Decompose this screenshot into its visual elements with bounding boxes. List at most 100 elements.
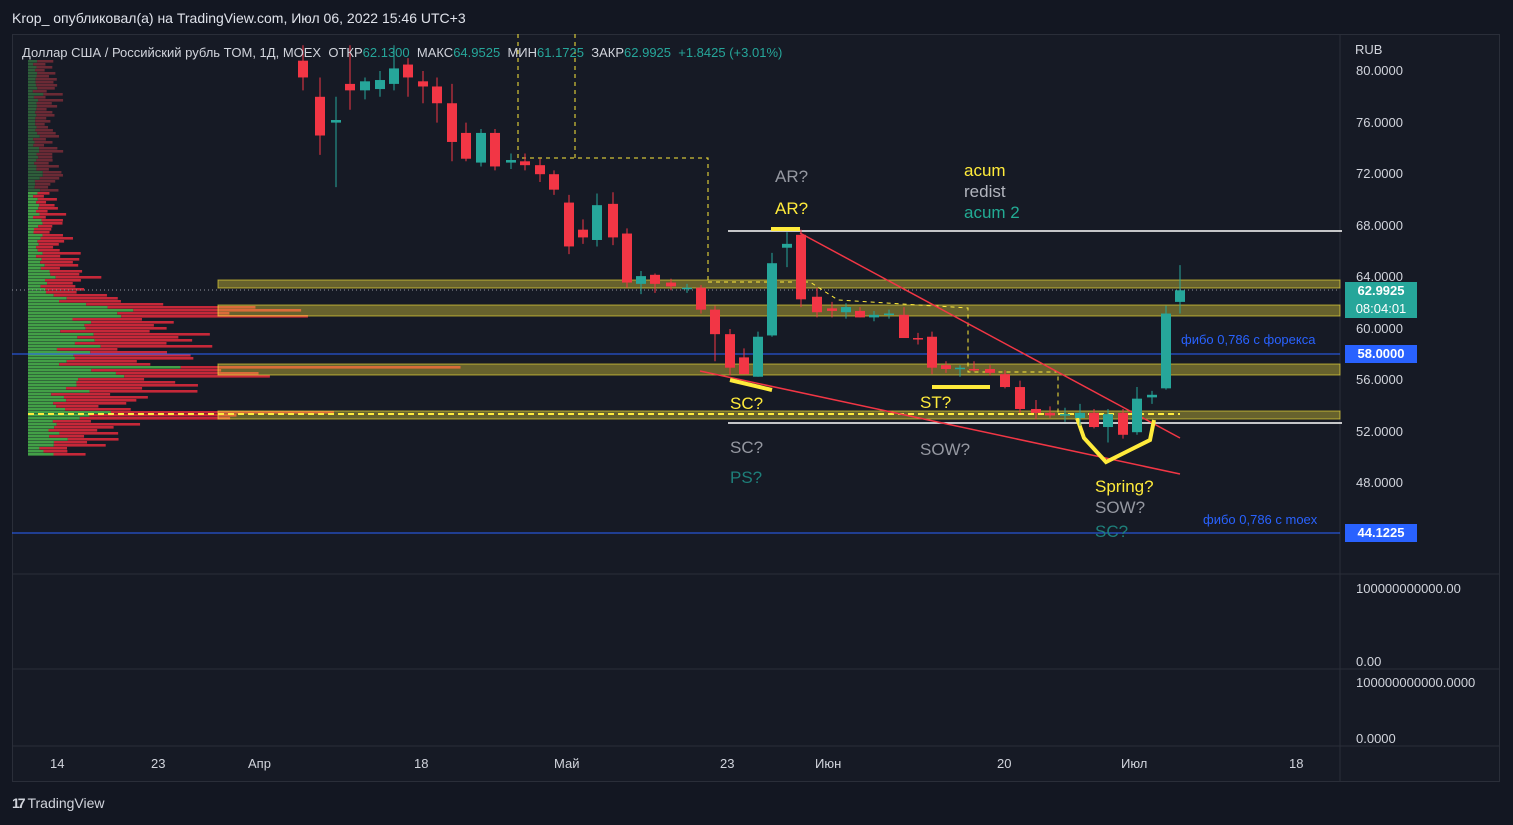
- candle-body: [549, 174, 559, 190]
- vp-buy-bar: [28, 222, 43, 225]
- candle-body: [841, 307, 851, 313]
- candle-body: [331, 120, 341, 123]
- vp-buy-bar: [28, 294, 54, 297]
- candle-body: [315, 96, 325, 136]
- vp-buy-bar: [28, 372, 116, 375]
- vp-sell-bar: [59, 363, 151, 366]
- vp-buy-bar: [28, 105, 37, 108]
- vp-sell-bar: [34, 180, 56, 183]
- vp-buy-bar: [28, 81, 36, 84]
- candle-body: [753, 336, 763, 377]
- xtick-18: 18: [414, 756, 429, 771]
- vp-sell-bar: [35, 183, 51, 186]
- vp-sell-bar: [39, 204, 55, 207]
- vp-buy-bar: [28, 366, 181, 369]
- vp-buy-bar: [28, 432, 60, 435]
- vp-buy-bar: [28, 189, 41, 192]
- vp-sell-bar: [124, 375, 270, 378]
- vp-sell-bar: [180, 366, 461, 369]
- vp-buy-bar: [28, 381, 77, 384]
- candle-body: [535, 165, 545, 175]
- vp-sell-bar: [35, 81, 54, 84]
- xtick-jul: Июл: [1121, 756, 1148, 771]
- candle-body: [476, 132, 486, 163]
- vp-sell-bar: [76, 381, 176, 384]
- ann-fibo-forex: фибо 0,786 с форекса: [1181, 332, 1316, 347]
- vp-sell-bar: [45, 279, 81, 282]
- sc-marker: [729, 378, 773, 392]
- vp-sell-bar: [36, 165, 59, 168]
- vp-sell-bar: [34, 186, 49, 189]
- vp-buy-bar: [28, 273, 51, 276]
- vp-buy-bar: [28, 150, 40, 153]
- vp-buy-bar: [28, 429, 49, 432]
- vp-sell-bar: [66, 387, 143, 390]
- vp-sell-bar: [36, 114, 55, 117]
- vp-sell-bar: [42, 171, 62, 174]
- tick-80: 80.0000: [1356, 63, 1403, 78]
- vp-sell-bar: [35, 111, 53, 114]
- vp-buy-bar: [28, 69, 36, 72]
- ann-sc-teal: SC?: [1095, 522, 1129, 541]
- candles: [298, 45, 1185, 443]
- vp-sell-bar: [43, 93, 63, 96]
- vp-buy-bar: [28, 270, 50, 273]
- candle-body: [578, 229, 588, 238]
- vp-buy-bar: [28, 171, 43, 174]
- vp-sell-bar: [50, 273, 80, 276]
- vp-buy-bar: [28, 387, 67, 390]
- candle-body: [827, 308, 837, 311]
- vp-buy-bar: [28, 207, 39, 210]
- fibo-forex-tag: 58.0000: [1345, 345, 1417, 363]
- vp-sell-bar: [33, 228, 52, 231]
- vp-buy-bar: [28, 264, 45, 267]
- vp-buy-bar: [28, 168, 37, 171]
- vp-buy-bar: [28, 393, 52, 396]
- vp-buy-bar: [28, 255, 37, 258]
- vp-buy-bar: [28, 186, 35, 189]
- vp-buy-bar: [28, 102, 37, 105]
- vp-buy-bar: [28, 345, 101, 348]
- vp-buy-bar: [28, 342, 75, 345]
- vp-sell-bar: [39, 147, 58, 150]
- chart-panel[interactable]: [12, 34, 1500, 782]
- vp-sell-bar: [89, 390, 198, 393]
- vp-sell-bar: [72, 318, 142, 321]
- vp-buy-bar: [28, 300, 60, 303]
- vp-buy-bar: [28, 285, 41, 288]
- candle-body: [666, 282, 676, 287]
- vp-sell-bar: [40, 261, 73, 264]
- vp-buy-bar: [28, 60, 38, 63]
- vp-sell-bar: [107, 306, 256, 309]
- candle-body: [696, 287, 706, 310]
- vp-sell-bar: [36, 75, 49, 78]
- tradingview-logo[interactable]: 17 TradingView: [12, 795, 105, 811]
- vp-sell-bar: [90, 351, 168, 354]
- vp-sell-bar: [37, 72, 56, 75]
- vp-sell-bar: [37, 132, 56, 135]
- vp-sell-bar: [42, 252, 81, 255]
- vp-buy-bar: [28, 165, 37, 168]
- xtick-18b: 18: [1289, 756, 1304, 771]
- vp-buy-bar: [28, 363, 60, 366]
- vp-buy-bar: [28, 315, 122, 318]
- vp-buy-bar: [28, 93, 44, 96]
- vp-sell-bar: [35, 69, 45, 72]
- vp-buy-bar: [28, 309, 134, 312]
- vp-buy-bar: [28, 216, 33, 219]
- vp-sell-bar: [35, 210, 48, 213]
- ann-st: ST?: [920, 393, 952, 412]
- vp-buy-bar: [28, 129, 36, 132]
- vp-sell-bar: [32, 90, 47, 93]
- vp-buy-bar: [28, 333, 94, 336]
- vp-buy-bar: [28, 201, 37, 204]
- vp-sell-bar: [110, 411, 334, 414]
- vp-buy-bar: [28, 225, 39, 228]
- vp-buy-bar: [28, 132, 38, 135]
- vp-buy-bar: [28, 66, 37, 69]
- vp-buy-bar: [28, 447, 40, 450]
- yellow-dashed-1: [517, 34, 709, 282]
- candle-body: [1118, 412, 1128, 435]
- vp-buy-bar: [28, 153, 37, 156]
